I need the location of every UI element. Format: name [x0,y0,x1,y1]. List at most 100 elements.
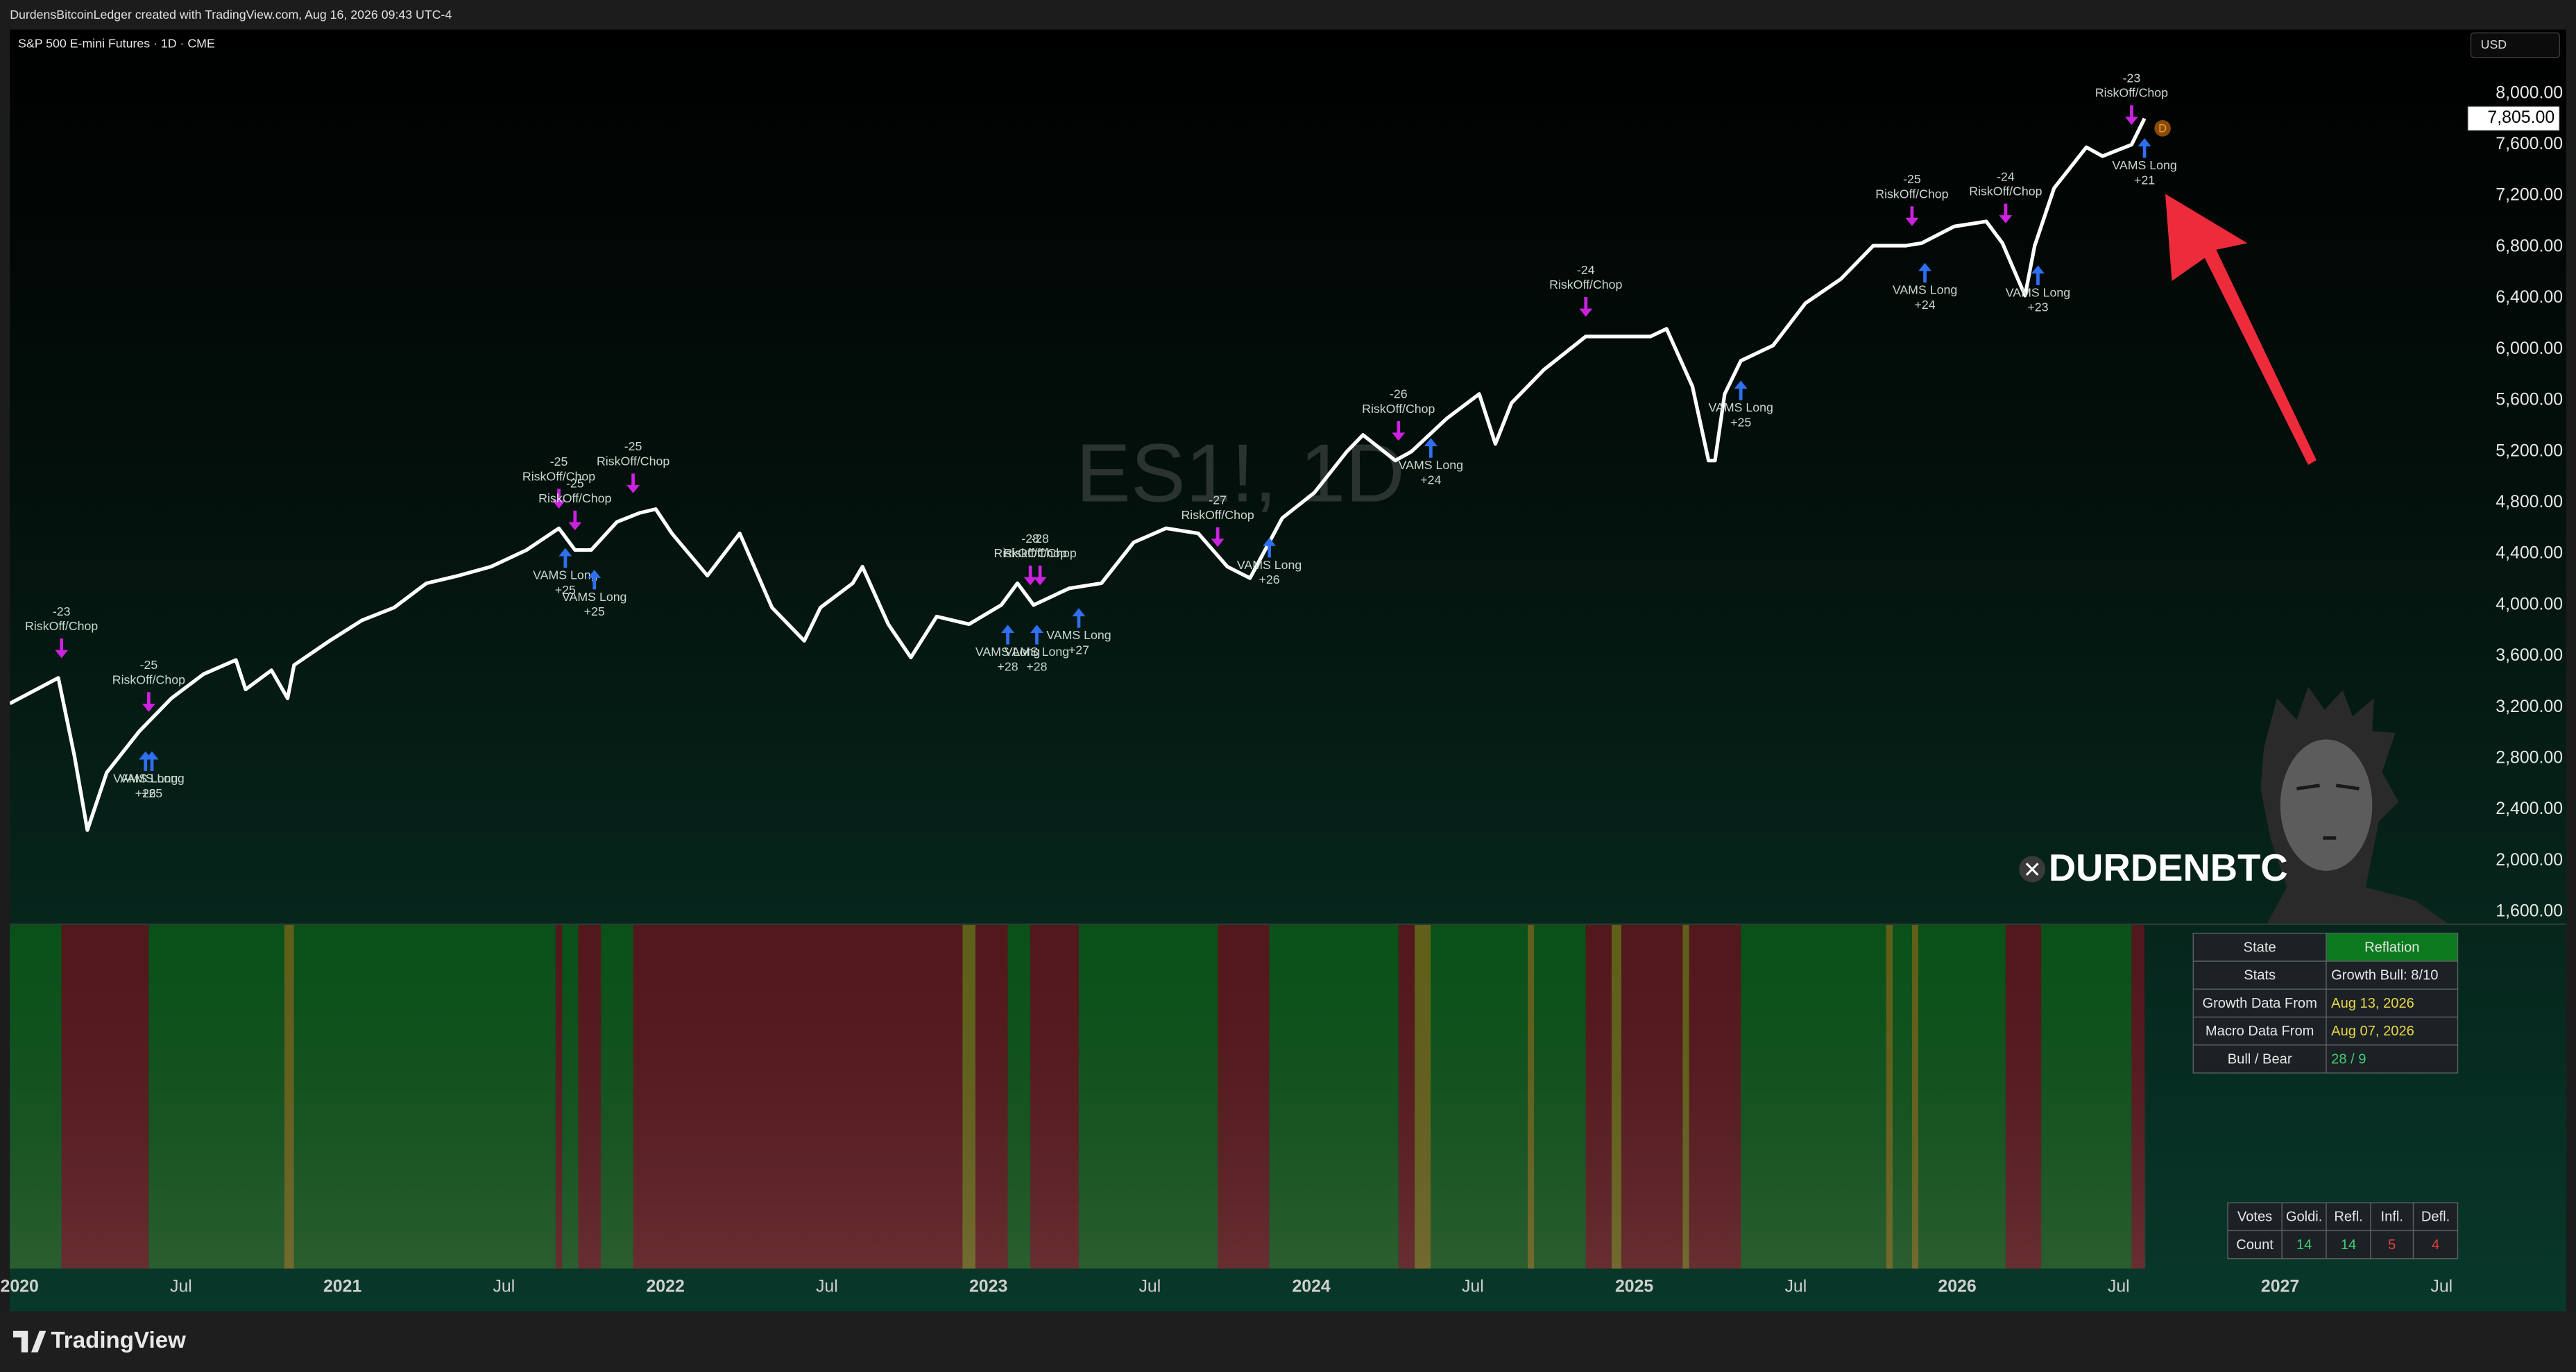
riskoff-marker [626,473,640,493]
signal-score: -24 [1997,169,2015,183]
signal-label: VAMS Long [1005,645,1069,659]
x-tick-label: Jul [1784,1277,1807,1296]
price-pane: RiskOff/Chop-23RiskOff/Chop-25RiskOff/Ch… [10,71,2177,832]
x-tick-label: 2020 [1,1277,39,1296]
signal-score: -25 [624,439,642,453]
table-cell [2412,1202,2459,1232]
x-icon-glyph [2025,863,2039,876]
vams-marker [1001,625,1015,645]
vams-marker [1734,380,1748,400]
signal-score: -27 [1209,493,1227,507]
x-tick-label: Jul [170,1277,192,1296]
signal-label: RiskOff/Chop [994,546,1067,560]
currency-label[interactable]: USD [2481,37,2507,51]
signal-label: RiskOff/Chop [1362,402,1435,416]
x-tick-label: 2027 [2261,1277,2299,1296]
signal-label: RiskOff/Chop [2095,86,2168,100]
table-text: 4 [2432,1237,2439,1253]
riskoff-marker [142,692,155,712]
footer-logo-icon[interactable] [12,1330,46,1353]
riskoff-marker [568,510,582,531]
price-line [10,117,2147,832]
table-cell [2326,1230,2371,1260]
y-tick-label: 6,400.00 [2496,287,2563,307]
signal-score: +26 [135,786,156,800]
y-tick-label: 6,800.00 [2496,236,2563,255]
table-cell [2412,1230,2459,1260]
vams-marker [1030,625,1043,645]
x-tick-label: Jul [816,1277,838,1296]
signal-score: -25 [566,477,584,491]
vams-marker [2138,138,2151,158]
signal-label: RiskOff/Chop [522,470,595,484]
footer-logo[interactable]: TradingView [51,1328,186,1353]
table-text: Growth Bull: 8/10 [2331,968,2438,983]
table-text: Defl. [2421,1210,2450,1225]
y-tick-label: 8,000.00 [2496,83,2563,102]
table-cell [2326,988,2459,1018]
y-tick-label: 4,800.00 [2496,492,2563,511]
table-text: 28 / 9 [2331,1051,2366,1067]
signal-score: -28 [1021,532,1039,545]
currency-box[interactable] [2470,32,2561,58]
signal-score: -25 [140,658,158,672]
y-tick-label: 2,800.00 [2496,747,2563,767]
symbol-title: S&P 500 E-mini Futures · 1D · CME [18,37,215,51]
table-cell [2326,1202,2371,1232]
table-text: Infl. [2381,1210,2403,1225]
signal-label: VAMS Long [975,645,1040,659]
table-text: Aug 13, 2026 [2331,996,2414,1011]
riskoff-marker [55,638,69,659]
signal-label: VAMS Long [1893,283,1957,297]
riskoff-marker [1211,527,1225,548]
table-text: Count [2236,1237,2274,1253]
table-cell [2326,1016,2459,1046]
table-cell [2227,1230,2283,1260]
x-tick-label: Jul [493,1277,515,1296]
riskoff-marker [1579,297,1593,317]
x-tick-label: 2026 [1938,1277,1976,1296]
x-tick-label: 2023 [969,1277,1007,1296]
signal-label: RiskOff/Chop [112,673,185,687]
last-price-box [2467,105,2561,132]
signal-label: RiskOff/Chop [1875,187,1948,201]
table-text: 14 [2341,1237,2356,1253]
vams-marker [145,751,159,772]
signal-label: VAMS Long [533,568,597,582]
signal-score: +28 [998,659,1018,673]
y-tick-label: 4,400.00 [2496,543,2563,563]
signal-label: VAMS Long [1237,558,1302,572]
y-tick-label: 2,400.00 [2496,799,2563,818]
y-tick-label: 4,000.00 [2496,594,2563,613]
signal-label: VAMS Long [1709,400,1773,414]
table-cell [2326,1044,2459,1074]
signal-label: RiskOff/Chop [1549,278,1622,291]
signal-score: +25 [142,786,162,800]
signal-label: VAMS Long [1399,458,1463,472]
watermark: ES1!, 1D [1076,428,1405,520]
riskoff-marker [552,489,566,509]
y-tick-label: 1,600.00 [2496,901,2563,921]
y-tick-label: 7,600.00 [2496,134,2563,153]
vams-marker [1424,438,1438,458]
table-text: Refl. [2334,1210,2362,1225]
table-cell [2227,1202,2283,1232]
regime-shade [10,924,2146,1269]
vams-marker [2031,265,2045,285]
y-tick-label: 7,200.00 [2496,185,2563,205]
table-cell [2192,1016,2327,1046]
signal-score: +23 [2027,300,2048,314]
table-cell [2192,933,2327,962]
x-tick-label: Jul [2430,1277,2453,1296]
signal-label: VAMS Long [562,590,626,604]
riskoff-marker [1905,206,1919,226]
state-table: State Reflation Stats Growth Bull: 8/10 … [2192,933,2459,1074]
table-text: Stats [2244,968,2276,983]
signal-score: +26 [1259,573,1280,586]
table-text: Votes [2237,1210,2272,1225]
signal-label: VAMS Long [119,772,184,786]
signal-score: -25 [550,455,568,468]
signal-label: VAMS Long [2006,285,2070,299]
signal-score: +24 [1914,298,1935,312]
signal-score: +25 [1730,416,1751,430]
